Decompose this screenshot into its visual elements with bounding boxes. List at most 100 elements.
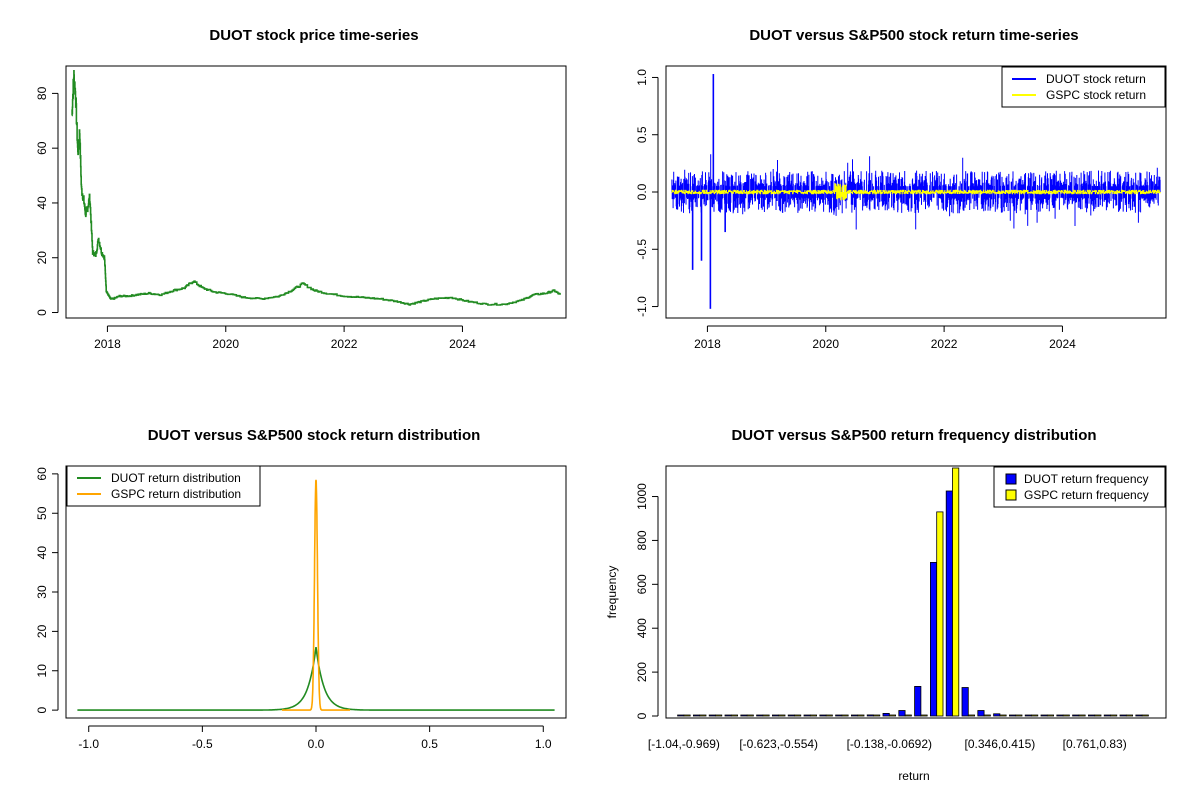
gspc-frequency-bar xyxy=(967,714,975,717)
gspc-frequency-bar xyxy=(825,714,833,717)
duot-frequency-bar xyxy=(882,713,890,717)
density-x-tick-label: 1.0 xyxy=(535,737,552,751)
duot-frequency-bar xyxy=(961,687,969,717)
density-legend-box xyxy=(66,465,261,507)
return-x-tick-label: 2018 xyxy=(694,337,721,351)
gspc-frequency-bar xyxy=(715,714,723,717)
duot-frequency-bar xyxy=(708,714,716,717)
gspc-frequency-bar xyxy=(1110,714,1118,717)
panel-frequency-ylabel: frequency xyxy=(605,566,619,619)
frequency-legend-box xyxy=(993,466,1166,508)
frequency-y-tick-label: 0 xyxy=(635,712,649,719)
gspc-frequency-bar xyxy=(1078,714,1086,717)
gspc-frequency-bar xyxy=(1125,714,1134,717)
panel-return-marks: 2018 2020 2022 2024 -1.0 -0.5 0.0 0.5 1.0 DUOT st… xyxy=(635,66,1166,351)
gspc-frequency-bar xyxy=(1046,714,1055,717)
price-y-tick-label: 60 xyxy=(35,141,49,155)
duot-frequency-bar xyxy=(1135,714,1143,717)
duot-frequency-bar xyxy=(898,710,906,717)
duot-frequency-bar xyxy=(787,714,795,717)
duot-frequency-bar xyxy=(1056,714,1064,717)
panel-return: DUOT versus S&P500 stock return time-ser… xyxy=(635,27,1167,351)
return-legend-label: GSPC stock return xyxy=(1046,88,1146,102)
panel-frequency-xlabel: return xyxy=(898,769,929,783)
density-x-tick-label: 0.0 xyxy=(308,737,325,751)
duot-frequency-bar xyxy=(914,686,922,717)
gspc-frequency-bar xyxy=(936,511,944,717)
density-y-tick-label: 0 xyxy=(35,706,49,713)
panel-return-title: DUOT versus S&P500 stock return time-ser… xyxy=(749,27,1078,44)
price-x-tick-label: 2018 xyxy=(94,337,121,351)
frequency-x-tick-label: [-0.623,-0.554) xyxy=(739,737,818,751)
density-y-tick-label: 10 xyxy=(35,664,49,678)
panel-frequency-title: DUOT versus S&P500 return frequency dist… xyxy=(731,427,1096,444)
frequency-legend-swatch xyxy=(1005,489,1017,501)
gspc-frequency-bar xyxy=(794,714,802,717)
gspc-frequency-bar xyxy=(730,714,738,717)
gspc-frequency-bar xyxy=(952,467,960,717)
gspc-frequency-bar xyxy=(888,714,896,717)
duot-frequency-bar xyxy=(1119,714,1127,717)
panel-price-title: DUOT stock price time-series xyxy=(209,27,418,44)
return-y-tick-label: 0.0 xyxy=(635,183,649,200)
gspc-frequency-bar xyxy=(857,714,865,717)
frequency-legend-label: GSPC return frequency xyxy=(1024,488,1149,502)
return-y-tick-label: -0.5 xyxy=(635,239,649,260)
gspc-frequency-bar xyxy=(778,714,786,717)
gspc-frequency-bar xyxy=(762,714,770,717)
duot-frequency-bar xyxy=(693,714,701,717)
gspc-frequency-bar xyxy=(920,714,928,717)
duot-frequency-bar xyxy=(724,714,732,717)
duot-density-curve xyxy=(77,646,555,711)
price-y-tick-label: 80 xyxy=(35,86,49,100)
price-y-tick-label: 20 xyxy=(35,251,49,265)
duot-frequency-bar xyxy=(851,714,859,717)
density-x-tick-label: 0.5 xyxy=(421,737,438,751)
panel-density-title: DUOT versus S&P500 stock return distribu… xyxy=(148,427,481,444)
frequency-x-tick-label: [0.346,0.415) xyxy=(965,737,1036,751)
duot-frequency-bar xyxy=(1024,714,1032,717)
return-x-tick-label: 2024 xyxy=(1049,337,1076,351)
gspc-density-curve xyxy=(281,479,351,711)
frequency-y-tick-label: 600 xyxy=(635,574,649,594)
return-y-tick-label: 1.0 xyxy=(635,69,649,86)
duot-frequency-bar xyxy=(1040,714,1048,717)
panel-density-plot-box xyxy=(65,465,567,719)
frequency-x-tick-label: [0.761,0.83) xyxy=(1063,737,1127,751)
gspc-frequency-bar xyxy=(1062,714,1070,717)
gspc-frequency-bar xyxy=(904,714,912,717)
price-x-tick-label: 2020 xyxy=(212,337,239,351)
return-y-tick-label: 0.5 xyxy=(635,126,649,143)
density-y-tick-label: 50 xyxy=(35,506,49,520)
density-x-tick-label: -0.5 xyxy=(192,737,213,751)
panel-density: DUOT versus S&P500 stock return distribu… xyxy=(35,427,567,751)
price-y-tick-label: 40 xyxy=(35,196,49,210)
panel-price: DUOT stock price time-series 2018 2020 202… xyxy=(35,27,567,351)
duot-frequency-bar xyxy=(1103,714,1111,717)
gspc-frequency-bar xyxy=(873,714,881,717)
gspc-frequency-bar xyxy=(1141,714,1149,717)
frequency-y-tick-label: 1000 xyxy=(635,483,649,510)
density-y-tick-label: 60 xyxy=(35,467,49,481)
price-series-line xyxy=(71,70,561,306)
density-y-tick-label: 20 xyxy=(35,624,49,638)
gspc-frequency-bar xyxy=(841,714,849,717)
duot-frequency-bar xyxy=(1009,714,1017,717)
return-y-tick-label: -1.0 xyxy=(635,296,649,317)
frequency-y-tick-label: 800 xyxy=(635,530,649,550)
panel-density-marks: -1.0 -0.5 0.0 0.5 1.0 0 10 20 30 40 50 60 DUOT retur… xyxy=(35,465,555,751)
duot-frequency-bar xyxy=(835,714,843,717)
duot-frequency-bar xyxy=(945,490,953,717)
duot-frequency-bar xyxy=(772,714,780,717)
gspc-frequency-bar xyxy=(809,714,817,717)
duot-frequency-bar xyxy=(803,714,811,717)
panel-return-plot-box xyxy=(665,65,1167,319)
duot-frequency-bar xyxy=(740,714,748,717)
price-y-tick-label: 0 xyxy=(35,309,49,316)
density-legend-label: GSPC return distribution xyxy=(111,487,241,501)
frequency-legend-swatch xyxy=(1005,473,1017,485)
frequency-y-tick-label: 200 xyxy=(635,662,649,682)
duot-frequency-bar xyxy=(677,714,685,717)
gspc-frequency-bar xyxy=(983,714,991,717)
